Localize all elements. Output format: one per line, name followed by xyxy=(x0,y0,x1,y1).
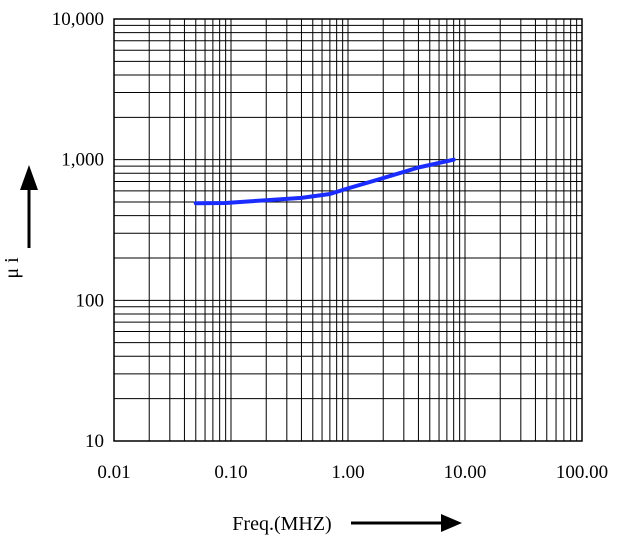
series-layer xyxy=(193,157,456,206)
grid xyxy=(114,19,582,441)
y-tick-label: 10,000 xyxy=(52,9,104,30)
x-tick-labels: 0.01 0.10 1.00 10.00 100.00 xyxy=(97,462,608,483)
y-axis-label: μ i xyxy=(1,257,23,279)
y-tick-label: 1,000 xyxy=(61,150,104,171)
x-tick-label: 0.10 xyxy=(214,462,247,483)
x-tick-label: 10.00 xyxy=(444,462,487,483)
x-axis-arrow xyxy=(351,514,462,532)
y-tick-labels: 10 100 1,000 10,000 xyxy=(52,9,104,452)
x-axis-label: Freq.(MHZ) xyxy=(232,513,331,535)
y-axis-arrow xyxy=(20,165,38,248)
series-line xyxy=(193,157,456,206)
y-tick-label: 10 xyxy=(85,431,104,452)
x-tick-label: 1.00 xyxy=(331,462,364,483)
plot-frame xyxy=(113,18,583,442)
x-tick-label: 100.00 xyxy=(556,462,608,483)
x-tick-label: 0.01 xyxy=(97,462,130,483)
y-tick-label: 100 xyxy=(76,290,105,311)
